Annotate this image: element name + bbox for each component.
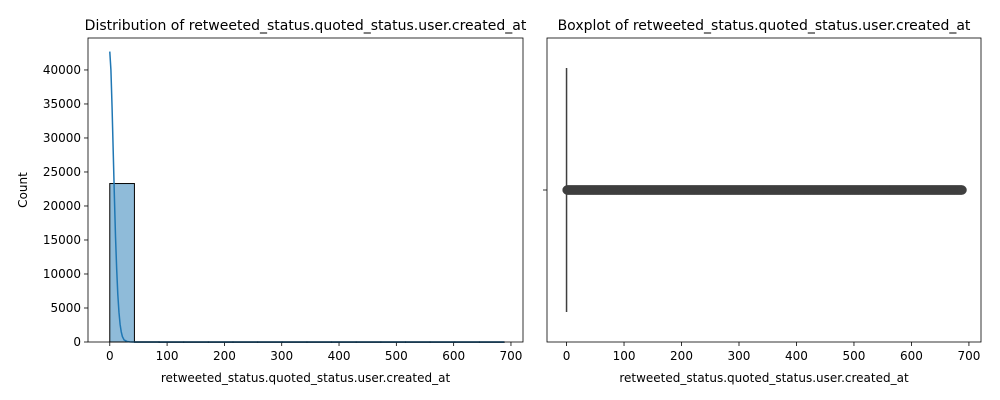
boxplot-x-tick-label: 700 <box>957 349 980 363</box>
histogram-x-tick-label: 600 <box>442 349 465 363</box>
histogram-bars <box>109 183 505 343</box>
boxplot-title: Boxplot of retweeted_status.quoted_statu… <box>558 18 971 34</box>
boxplot-outliers <box>562 185 967 195</box>
histogram-x-tick-label: 100 <box>156 349 179 363</box>
histogram-kde-line <box>109 51 505 343</box>
histogram-title: Distribution of retweeted_status.quoted_… <box>85 18 527 34</box>
boxplot-x-tick-label: 600 <box>900 349 923 363</box>
histogram-ylabel: Count <box>16 172 30 208</box>
boxplot-x-tick-label: 0 <box>563 349 571 363</box>
histogram-y-tick-label: 10000 <box>43 267 81 281</box>
histogram-y-tick-label: 0 <box>73 335 81 349</box>
boxplot-x-tick-label: 100 <box>613 349 636 363</box>
boxplot-x-tick-label: 400 <box>785 349 808 363</box>
histogram-xlabel: retweeted_status.quoted_status.user.crea… <box>161 371 451 385</box>
histogram-y-tick-label: 20000 <box>43 199 81 213</box>
histogram-y-tick-label: 40000 <box>43 63 81 77</box>
histogram-y-tick-label: 30000 <box>43 131 81 145</box>
boxplot-outlier-point <box>957 185 967 195</box>
histogram-y-tick-label: 35000 <box>43 97 81 111</box>
boxplot-panel: 0 100 200 300 400 500 600 700 Boxplot of retwee… <box>543 18 982 385</box>
histogram-axes-frame <box>87 37 524 343</box>
boxplot-axes-frame <box>546 37 982 343</box>
histogram-x-tick-label: 0 <box>106 349 114 363</box>
histogram-bar <box>109 183 135 343</box>
histogram-y-tick-label: 25000 <box>43 165 81 179</box>
histogram-x-tick-label: 400 <box>328 349 351 363</box>
histogram-panel: 0 100 200 300 400 500 600 700 0 5000 10000 15000 200… <box>16 18 527 385</box>
histogram-x-tick-label: 300 <box>270 349 293 363</box>
histogram-ticks: 0 100 200 300 400 500 600 700 0 5000 10000 15000 200… <box>43 63 523 363</box>
histogram-x-tick-label: 700 <box>500 349 523 363</box>
histogram-y-tick-label: 5000 <box>50 301 81 315</box>
histogram-x-tick-label: 500 <box>385 349 408 363</box>
boxplot-x-tick-label: 200 <box>670 349 693 363</box>
boxplot-xlabel: retweeted_status.quoted_status.user.crea… <box>619 371 909 385</box>
boxplot-x-tick-label: 500 <box>843 349 866 363</box>
histogram-x-tick-label: 200 <box>213 349 236 363</box>
boxplot-ticks: 0 100 200 300 400 500 600 700 <box>543 189 980 363</box>
histogram-y-tick-label: 15000 <box>43 233 81 247</box>
boxplot-x-tick-label: 300 <box>728 349 751 363</box>
